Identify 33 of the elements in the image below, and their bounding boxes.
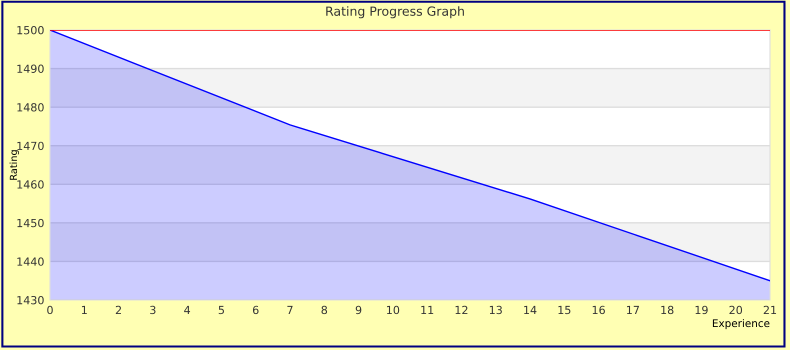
chart-title: Rating Progress Graph [326,6,464,18]
x-tick-label: 20 [729,306,742,314]
x-tick-label: 14 [524,306,536,314]
x-axis-title: Experience [712,319,770,330]
x-tick-label: 21 [764,306,776,314]
x-tick-label: 16 [592,306,605,314]
x-tick-label: 17 [627,306,639,314]
x-tick-label: 6 [252,306,259,314]
x-tick-label: 4 [184,306,190,314]
y-tick-label: 1500 [17,26,44,34]
y-axis-title: Rating [10,150,19,180]
y-tick-label: 1430 [17,296,44,304]
y-tick-label: 1450 [17,218,44,228]
y-tick-label: 1490 [17,64,44,73]
x-tick-label: 12 [456,306,468,314]
x-tick-label: 10 [387,306,400,314]
x-tick-label: 8 [322,306,328,314]
y-tick-label: 1460 [17,180,44,189]
x-tick-label: 9 [356,306,362,314]
x-tick-label: 0 [47,306,53,314]
x-tick-label: 2 [116,306,121,314]
x-tick-label: 5 [218,306,224,314]
x-tick-label: 13 [490,306,502,314]
x-tick-label: 15 [558,306,570,314]
x-tick-label: 1 [82,306,87,314]
x-tick-label: 11 [421,306,434,314]
y-tick-label: 1440 [17,257,44,266]
x-tick-label: 18 [661,306,674,314]
y-tick-label: 1470 [17,142,44,150]
x-tick-label: 3 [150,306,156,314]
x-tick-label: 7 [287,306,293,314]
x-tick-label: 19 [696,306,708,314]
y-tick-label: 1480 [17,103,44,112]
